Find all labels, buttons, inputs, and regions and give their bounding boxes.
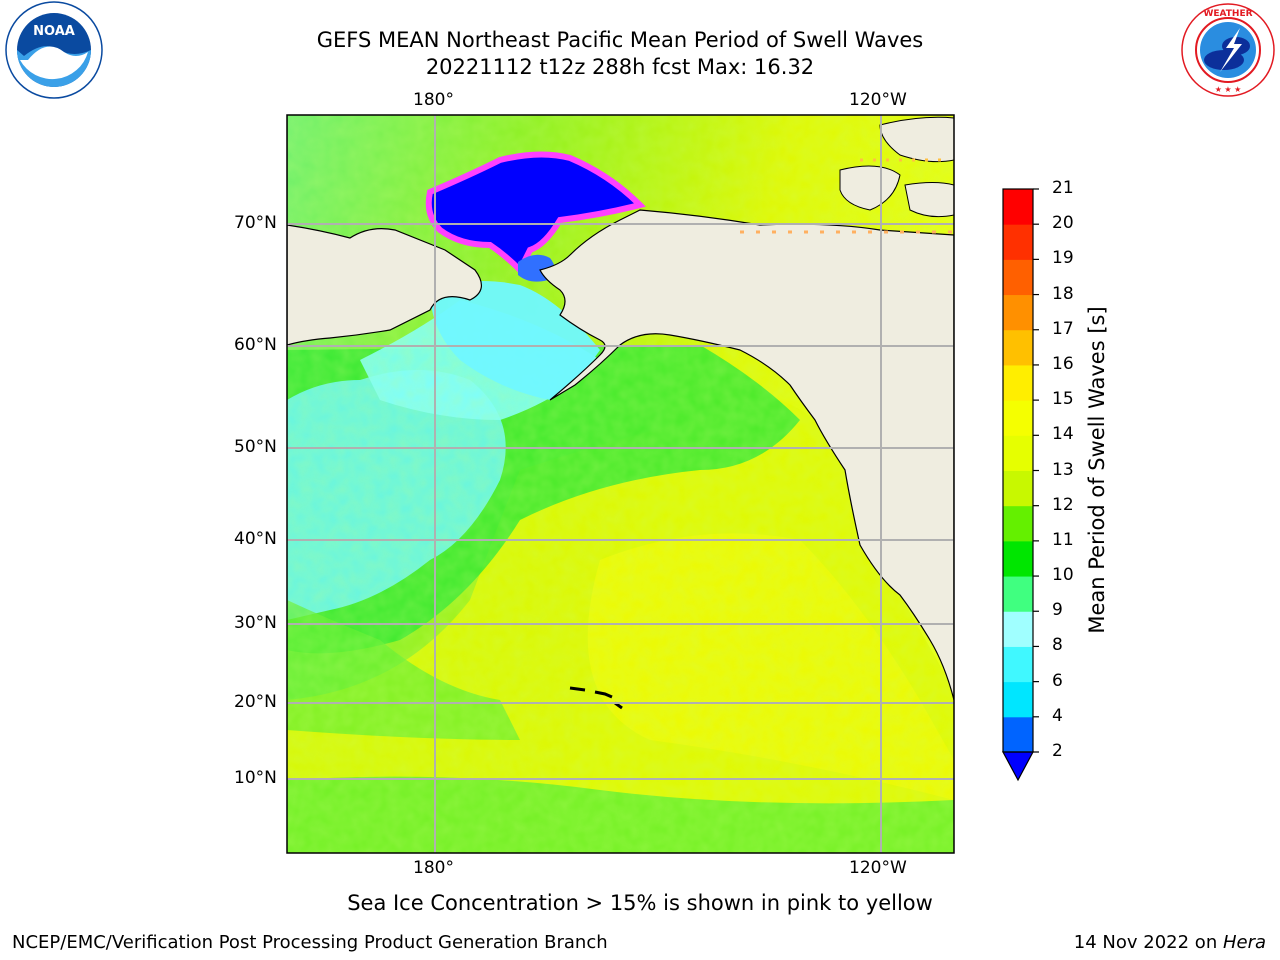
colorbar-band [1003,540,1033,577]
lon-label-top-120w: 120°W [849,90,907,110]
date-text: 14 Nov 2022 on [1073,932,1223,953]
graticule [287,115,954,853]
colorbar-band [1003,364,1033,401]
lat-label-20n: 20°N [234,692,277,712]
colorbar-band [1003,400,1033,436]
map-frame [286,114,955,854]
colorbar-band [1003,294,1033,331]
lat-label-30n: 30°N [234,613,277,633]
colorbar-band [1003,646,1033,683]
host-name: Hera [1222,932,1266,953]
date-stamp: 14 Nov 2022 on Hera [1074,932,1266,953]
colorbar-tick-label: 21 [1052,178,1074,198]
credit-text: NCEP/EMC/Verification Post Processing Pr… [12,932,608,953]
lat-label-10n: 10°N [234,768,277,788]
svg-text:WEATHER: WEATHER [1203,9,1252,19]
colorbar-tick-label: 18 [1052,283,1074,304]
colorbar-tick-label: 2 [1052,741,1063,761]
lat-label-40n: 40°N [234,529,277,549]
chart-title: GEFS MEAN Northeast Pacific Mean Period … [316,28,924,52]
colorbar-band [1003,576,1033,612]
colorbar-tick-label: 15 [1052,389,1074,410]
colorbar-band [1003,611,1033,647]
chart-subtitle: 20221112 t12z 288h fcst Max: 16.32 [425,55,815,79]
sea-ice-note: Sea Ice Concentration > 15% is shown in … [347,891,933,915]
lon-label-top-180: 180° [413,90,454,110]
colorbar-band [1003,224,1033,260]
colorbar-band [1003,435,1033,471]
colorbar-tick-label: 12 [1052,494,1074,515]
colorbar-band [1003,681,1033,718]
colorbar-tick-label: 20 [1052,213,1074,234]
colorbar-band [1003,470,1033,507]
colorbar-band [1003,189,1033,225]
colorbar-extend-triangle [1001,751,1035,782]
colorbar-tick-label: 4 [1052,705,1063,726]
lat-label-70n: 70°N [234,213,277,233]
colorbar-tick-label: 8 [1052,635,1063,656]
colorbar-tick-label: 13 [1052,459,1074,480]
sea-ice-region [425,151,646,276]
colorbar-label: Mean Period of Swell Waves [s] [1085,306,1109,634]
colorbar-band [1003,259,1033,296]
colorbar-band [1003,329,1033,366]
noaa-logo-text: NOAA [33,24,75,39]
colorbar-tick-label: 9 [1052,600,1063,621]
svg-text:★ ★ ★: ★ ★ ★ [1215,85,1242,94]
asia-landmass [287,115,482,346]
colorbar-tick-label: 6 [1052,670,1063,691]
colorbar-tick-label: 10 [1052,565,1074,586]
lat-label-60n: 60°N [234,335,277,355]
colorbar-tick-label: 17 [1052,318,1074,339]
nws-logo: WEATHER ★ ★ ★ [1181,3,1275,97]
colorbar-tick-label: 14 [1052,424,1074,445]
lat-label-50n: 50°N [234,437,277,457]
colorbar-band [1003,505,1033,542]
colorbar-tick-label: 11 [1052,529,1074,550]
north-america-landmass [539,209,954,701]
noaa-logo: NOAA [5,1,103,99]
colorbar-tick-label: 16 [1052,353,1074,374]
lon-label-bottom-180: 180° [413,858,454,878]
colorbar-tick-label: 19 [1052,248,1074,269]
colorbar-band [1003,716,1033,753]
lon-label-bottom-120w: 120°W [849,858,907,878]
